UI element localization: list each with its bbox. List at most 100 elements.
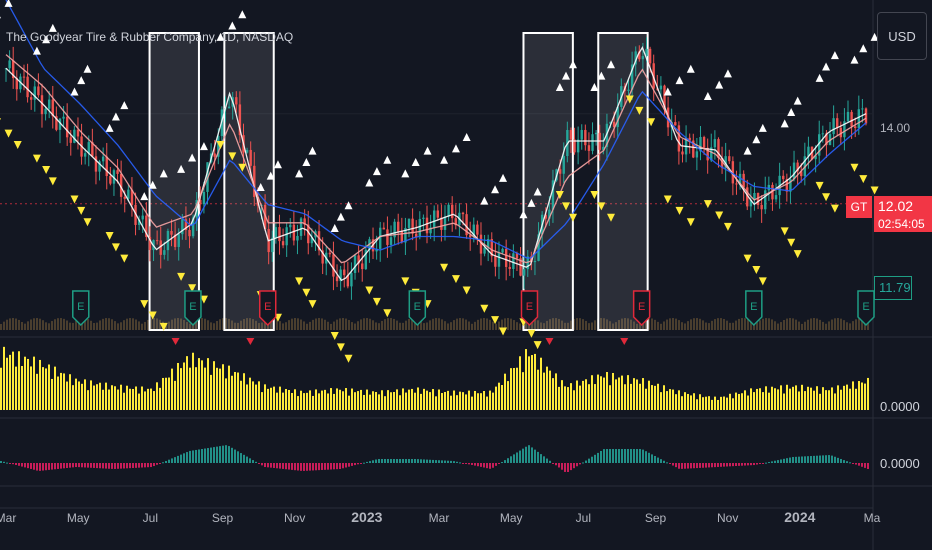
sell-signal-triangle xyxy=(451,144,460,153)
candle xyxy=(325,246,328,276)
volume-bar xyxy=(570,383,572,410)
time-axis-tick: May xyxy=(500,511,523,525)
volume-band-bar xyxy=(744,318,746,330)
oscillator-bar xyxy=(813,455,815,463)
oscillator-bar xyxy=(669,463,671,464)
oscillator-bar xyxy=(564,463,566,472)
oscillator-bar xyxy=(861,463,863,467)
volume-bar xyxy=(849,388,851,410)
oscillator-bar xyxy=(444,460,446,463)
oscillator-bar xyxy=(576,463,578,467)
volume-band-bar xyxy=(435,318,437,330)
volume-band-bar xyxy=(357,321,359,330)
buy-signal-triangle xyxy=(743,254,752,263)
candle xyxy=(163,241,166,260)
sell-signal-triangle xyxy=(411,158,420,166)
candle-body xyxy=(688,137,691,141)
candle xyxy=(443,205,447,241)
volume-bar xyxy=(153,391,155,410)
volume-band-bar xyxy=(66,320,68,330)
oscillator-bar xyxy=(81,463,83,468)
candle-body xyxy=(91,142,94,157)
oscillator-bar xyxy=(192,450,194,463)
candle-body xyxy=(764,190,767,210)
oscillator-bar xyxy=(702,463,704,468)
volume-band-bar xyxy=(189,323,191,330)
volume-bar xyxy=(285,388,287,410)
candle xyxy=(332,241,335,291)
oscillator-bar xyxy=(705,463,707,468)
volume-bar xyxy=(84,379,86,410)
oscillator-bar xyxy=(375,459,377,463)
candle xyxy=(569,127,573,153)
volume-bar xyxy=(792,386,794,410)
candle xyxy=(361,249,364,282)
candle-body xyxy=(289,224,292,228)
oscillator-histogram xyxy=(0,445,869,473)
volume-bar xyxy=(93,385,95,410)
currency-button[interactable]: USD xyxy=(877,12,927,60)
volume-band-bar xyxy=(465,319,467,330)
oscillator-bar xyxy=(834,456,836,463)
volume-band-bar xyxy=(270,318,272,330)
candle-body xyxy=(461,212,465,215)
oscillator-bar xyxy=(558,463,560,468)
candle-body xyxy=(429,227,432,234)
volume-bar xyxy=(162,377,164,410)
candle xyxy=(148,226,152,262)
volume-bar xyxy=(768,392,770,410)
oscillator-bar xyxy=(219,446,221,463)
oscillator-bar xyxy=(390,459,392,463)
volume-bar xyxy=(669,389,671,410)
buy-signal-triangle xyxy=(533,341,542,350)
volume-band-bar xyxy=(669,318,671,330)
candle xyxy=(771,182,774,211)
volume-bar xyxy=(144,391,146,410)
volume-bar xyxy=(495,386,497,410)
buy-signal-triangle xyxy=(607,213,616,222)
earnings-marker-shape xyxy=(258,290,277,327)
volume-scale-label: 0.0000 xyxy=(880,399,920,414)
oscillator-bar xyxy=(714,463,716,468)
buy-signal-triangle xyxy=(663,195,672,204)
volume-band-bar xyxy=(729,322,731,330)
volume-band-bar xyxy=(213,323,215,330)
oscillator-bar xyxy=(579,463,581,465)
candle-body xyxy=(393,221,396,238)
volume-band-bar xyxy=(363,318,365,330)
candle xyxy=(188,218,191,249)
oscillator-bar xyxy=(810,456,812,463)
volume-band-bar xyxy=(651,318,653,330)
volume-band-bar xyxy=(501,319,503,330)
volume-band-bar xyxy=(90,320,92,330)
oscillator-bar xyxy=(60,463,62,469)
volume-band-bar xyxy=(630,319,632,330)
volume-band-bar xyxy=(333,321,335,330)
volume-band-bar xyxy=(9,318,11,330)
sell-signal-triangle xyxy=(830,51,839,60)
oscillator-bar xyxy=(774,460,776,463)
candle-body xyxy=(130,189,134,205)
volume-band-bar xyxy=(51,321,53,330)
volume-bar xyxy=(345,388,347,410)
volume-band-bar xyxy=(186,322,188,330)
volume-bar xyxy=(252,381,254,410)
sell-signal-triangle xyxy=(159,169,168,178)
candle xyxy=(407,218,411,238)
volume-bar xyxy=(156,382,158,410)
volume-bar xyxy=(171,368,173,410)
volume-band-bar xyxy=(21,321,23,330)
volume-bar xyxy=(126,385,128,410)
volume-bar xyxy=(426,390,428,410)
volume-band-bar xyxy=(264,320,266,330)
oscillator-bar xyxy=(582,462,584,464)
candle xyxy=(782,170,785,185)
volume-band-bar xyxy=(135,319,137,330)
volume-band-bar xyxy=(639,321,641,330)
buy-signal-triangle xyxy=(159,322,168,331)
volume-bar xyxy=(627,375,629,410)
buy-signal-triangle xyxy=(647,118,656,127)
volume-bar xyxy=(618,377,620,410)
volume-bar xyxy=(804,391,806,410)
